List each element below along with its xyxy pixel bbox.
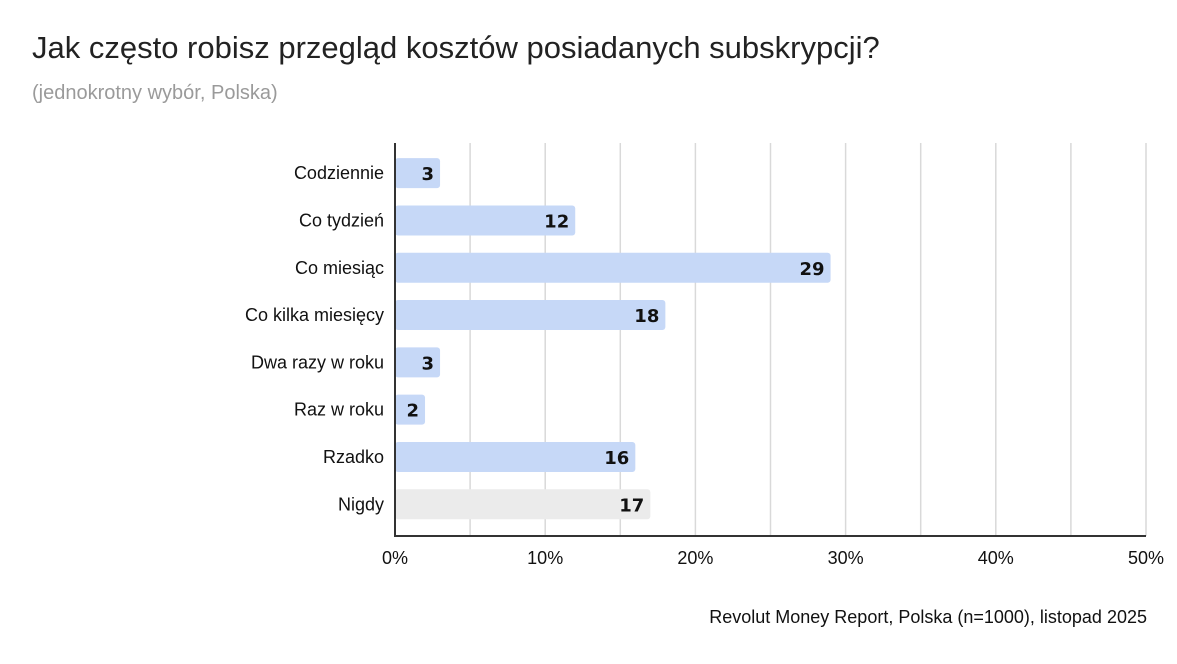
data-label: 12 bbox=[544, 211, 569, 232]
chart-subtitle: (jednokrotny wybór, Polska) bbox=[32, 82, 278, 104]
data-label: 29 bbox=[800, 259, 825, 280]
category-label: Dwa razy w roku bbox=[251, 352, 384, 372]
x-tick-label: 50% bbox=[1128, 548, 1164, 568]
bar-4 bbox=[395, 347, 441, 378]
source-note: Revolut Money Report, Polska (n=1000), l… bbox=[709, 607, 1147, 627]
bar-5 bbox=[395, 394, 426, 425]
data-label: 16 bbox=[604, 448, 629, 469]
category-label: Nigdy bbox=[338, 494, 384, 514]
category-label: Rzadko bbox=[323, 447, 384, 467]
x-tick-label: 30% bbox=[828, 548, 864, 568]
chart-title: Jak często robisz przegląd kosztów posia… bbox=[32, 30, 880, 65]
category-label: Codziennie bbox=[294, 163, 384, 183]
x-tick-label: 40% bbox=[978, 548, 1014, 568]
data-label: 18 bbox=[634, 306, 659, 327]
x-tick-label: 10% bbox=[527, 548, 563, 568]
category-label: Co tydzień bbox=[299, 210, 384, 230]
data-label: 17 bbox=[619, 495, 644, 516]
bar-6 bbox=[395, 441, 636, 472]
category-label: Raz w roku bbox=[294, 400, 384, 420]
data-label: 2 bbox=[407, 401, 420, 422]
bar-7 bbox=[395, 489, 651, 520]
x-tick-label: 0% bbox=[382, 548, 408, 568]
x-tick-label: 20% bbox=[677, 548, 713, 568]
category-label: Co miesiąc bbox=[295, 258, 384, 278]
bar-0 bbox=[395, 158, 441, 189]
bar-3 bbox=[395, 300, 666, 331]
bar-2 bbox=[395, 252, 831, 283]
category-label: Co kilka miesięcy bbox=[245, 305, 384, 325]
bar-1 bbox=[395, 205, 576, 236]
data-label: 3 bbox=[422, 164, 435, 185]
data-label: 3 bbox=[422, 353, 435, 374]
